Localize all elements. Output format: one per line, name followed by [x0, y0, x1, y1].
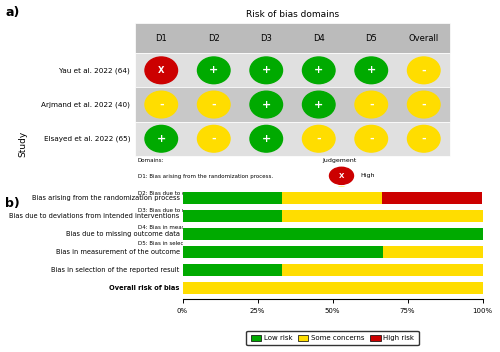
Ellipse shape: [408, 57, 440, 84]
Text: +: +: [156, 134, 166, 144]
Text: +: +: [366, 65, 376, 75]
Text: Elsayed et al. 2022 (65): Elsayed et al. 2022 (65): [44, 136, 130, 142]
Ellipse shape: [145, 91, 178, 118]
Text: -: -: [369, 100, 374, 109]
Ellipse shape: [250, 57, 282, 84]
Text: +: +: [209, 65, 218, 75]
Ellipse shape: [330, 187, 353, 204]
Bar: [135, 87, 450, 122]
Bar: [135, 53, 450, 87]
Text: +: +: [338, 211, 345, 221]
Text: D3: D3: [260, 33, 272, 43]
Ellipse shape: [250, 125, 282, 152]
Text: Risk of bias domains: Risk of bias domains: [246, 10, 339, 19]
Ellipse shape: [408, 125, 440, 152]
Text: -: -: [212, 134, 216, 144]
Bar: [135, 23, 450, 53]
Text: -: -: [316, 134, 321, 144]
Text: -: -: [212, 100, 216, 109]
Text: +: +: [314, 65, 324, 75]
Ellipse shape: [302, 125, 335, 152]
Bar: [182, 264, 282, 276]
Ellipse shape: [330, 167, 353, 184]
Bar: [382, 246, 482, 258]
Bar: [182, 210, 282, 222]
Text: Yau et al. 2022 (64): Yau et al. 2022 (64): [60, 67, 130, 74]
Text: High: High: [360, 173, 374, 178]
Text: D1: D1: [156, 33, 167, 43]
Ellipse shape: [198, 125, 230, 152]
Text: +: +: [262, 100, 271, 109]
Bar: [282, 192, 382, 204]
Text: Study: Study: [18, 130, 27, 157]
Legend: Low risk, Some concerns, High risk: Low risk, Some concerns, High risk: [246, 331, 418, 345]
Text: -: -: [422, 134, 426, 144]
Bar: [135, 122, 450, 156]
Ellipse shape: [355, 125, 388, 152]
Ellipse shape: [302, 57, 335, 84]
Text: X: X: [158, 66, 164, 75]
Text: +: +: [314, 100, 324, 109]
Text: a): a): [5, 6, 20, 19]
Text: Low: Low: [360, 213, 372, 218]
Bar: [182, 282, 482, 294]
Bar: [282, 264, 482, 276]
Bar: [382, 192, 482, 204]
Text: D3: Bias due to missing outcome data.: D3: Bias due to missing outcome data.: [138, 208, 245, 213]
Bar: [182, 192, 282, 204]
Bar: [182, 228, 482, 240]
Text: D2: Bias due to deviations from intended intervention.: D2: Bias due to deviations from intended…: [138, 191, 288, 196]
Text: -: -: [340, 191, 344, 201]
Text: +: +: [262, 134, 271, 144]
Ellipse shape: [302, 91, 335, 118]
Ellipse shape: [408, 91, 440, 118]
Text: D5: D5: [366, 33, 377, 43]
Ellipse shape: [198, 57, 230, 84]
Text: b): b): [5, 197, 20, 210]
Text: -: -: [159, 100, 164, 109]
Text: -: -: [369, 134, 374, 144]
Text: Arjmand et al. 2022 (40): Arjmand et al. 2022 (40): [41, 101, 130, 108]
Text: X: X: [339, 173, 344, 179]
Ellipse shape: [330, 207, 353, 224]
Text: Overall: Overall: [408, 33, 439, 43]
Text: D2: D2: [208, 33, 220, 43]
Text: -: -: [422, 100, 426, 109]
Bar: [282, 210, 482, 222]
Ellipse shape: [250, 91, 282, 118]
Ellipse shape: [198, 91, 230, 118]
Text: Domains:: Domains:: [138, 158, 164, 163]
Bar: [182, 246, 382, 258]
Text: D4: D4: [313, 33, 324, 43]
Text: D4: Bias in measurement of the outcome.: D4: Bias in measurement of the outcome.: [138, 225, 254, 230]
Ellipse shape: [145, 125, 178, 152]
Ellipse shape: [145, 57, 178, 84]
Text: D1: Bias arising from the randomization process.: D1: Bias arising from the randomization …: [138, 175, 272, 180]
Text: Some concerns: Some concerns: [360, 193, 408, 198]
Text: +: +: [262, 65, 271, 75]
Ellipse shape: [355, 57, 388, 84]
Text: Judgement: Judgement: [322, 158, 357, 163]
Text: D5: Bias in selection of the reported result.: D5: Bias in selection of the reported re…: [138, 241, 256, 246]
Ellipse shape: [355, 91, 388, 118]
Text: -: -: [422, 65, 426, 75]
